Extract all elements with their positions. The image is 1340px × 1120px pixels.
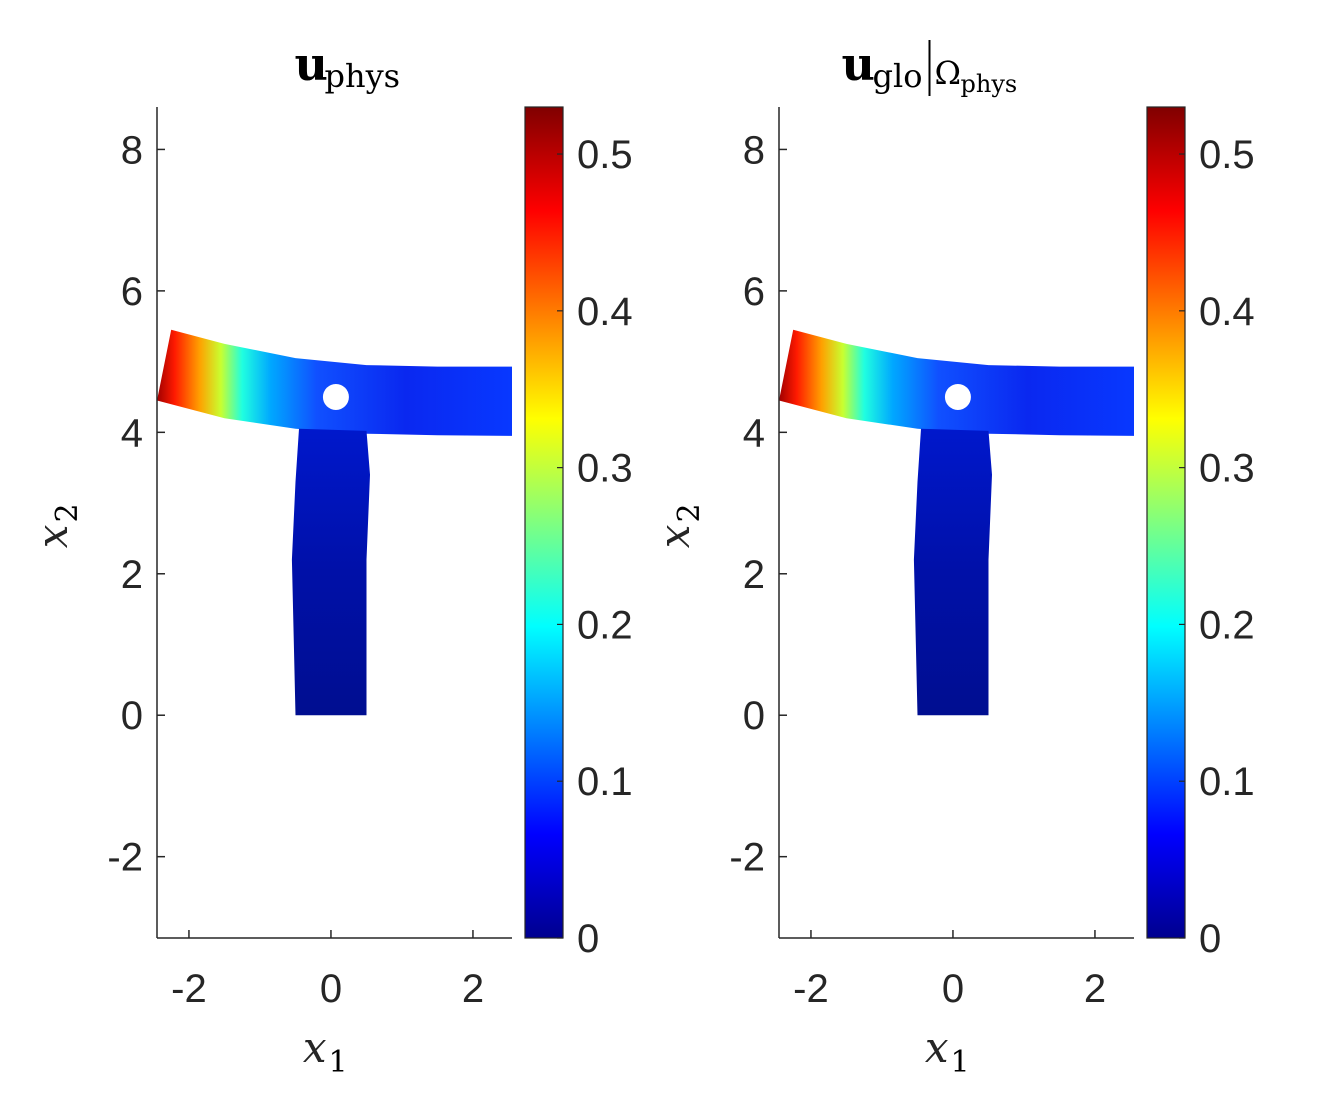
title-restriction-subscript: phys	[961, 70, 1018, 98]
y-tick-label: 0	[121, 694, 143, 738]
y-axis-label-base: x	[28, 524, 77, 548]
title-restriction: Ω	[935, 54, 962, 92]
y-tick-label: 8	[743, 128, 765, 172]
title-subscript: glo	[873, 57, 923, 95]
colorbar-tick-label: 0	[1199, 917, 1221, 961]
hole	[944, 383, 971, 410]
x-tick-label: 2	[1084, 967, 1106, 1011]
y-axis-label: x2	[28, 503, 85, 548]
stem-region	[913, 428, 992, 716]
colorbar-tick-label: 0.3	[1199, 447, 1255, 491]
colorbar-tick-label: 0.5	[1199, 133, 1255, 177]
x-axis-label-sub: 1	[329, 1045, 348, 1080]
colorbar-scale	[524, 106, 564, 939]
x-axis-label-base: x	[303, 1023, 327, 1072]
colorbar-tick-label: 0.2	[577, 603, 633, 647]
colorbar-tick-label: 0.1	[577, 760, 633, 804]
axes: -2 0 2 4 6 8 -2 0 2	[107, 107, 512, 1011]
y-tick-label: 6	[743, 270, 765, 314]
colorbar: 0 0.1 0.2 0.3 0.4 0.5	[1146, 106, 1255, 961]
title-subscript: phys	[325, 57, 401, 95]
y-axis-label: x2	[650, 503, 707, 548]
x-tick-label: 0	[320, 967, 342, 1011]
y-tick-label: 4	[743, 411, 765, 455]
x-tick-label: -2	[171, 967, 207, 1011]
y-tick-label: 6	[121, 270, 143, 314]
y-tick-label: -2	[107, 836, 143, 880]
colorbar-tick-label: 0.2	[1199, 603, 1255, 647]
colorbar-tick-label: 0.5	[577, 133, 633, 177]
y-tick-label: 2	[121, 553, 143, 597]
colorbar-tick-label: 0.3	[577, 447, 633, 491]
field-plot	[779, 329, 1134, 716]
title-base: u	[842, 37, 875, 91]
y-tick-label: -2	[729, 836, 765, 880]
y-axis-label-base: x	[650, 524, 699, 548]
field-plot	[157, 329, 512, 716]
axes: -2 0 2 4 6 8 -2 0 2	[729, 107, 1134, 1011]
y-tick-label: 8	[121, 128, 143, 172]
title-base: u	[295, 37, 328, 91]
y-tick-label: 2	[743, 553, 765, 597]
y-axis-label-sub: 2	[50, 503, 85, 522]
x-axis-label-base: x	[925, 1023, 949, 1072]
crossbar-region	[157, 329, 512, 436]
hole	[322, 383, 349, 410]
x-tick-label: 0	[942, 967, 964, 1011]
y-tick-label: 4	[121, 411, 143, 455]
colorbar-tick-label: 0.4	[577, 290, 633, 334]
colorbar-tick-label: 0	[577, 917, 599, 961]
colorbar-tick-label: 0.4	[1199, 290, 1255, 334]
colorbar: 0 0.1 0.2 0.3 0.4 0.5	[524, 106, 633, 961]
x-axis-label-sub: 1	[951, 1045, 970, 1080]
colorbar-tick-label: 0.1	[1199, 760, 1255, 804]
colorbar-scale	[1146, 106, 1186, 939]
y-axis-label-sub: 2	[672, 503, 707, 522]
crossbar-region	[779, 329, 1134, 436]
x-tick-label: 2	[462, 967, 484, 1011]
stem-region	[291, 428, 370, 716]
y-tick-label: 0	[743, 694, 765, 738]
x-tick-label: -2	[793, 967, 829, 1011]
